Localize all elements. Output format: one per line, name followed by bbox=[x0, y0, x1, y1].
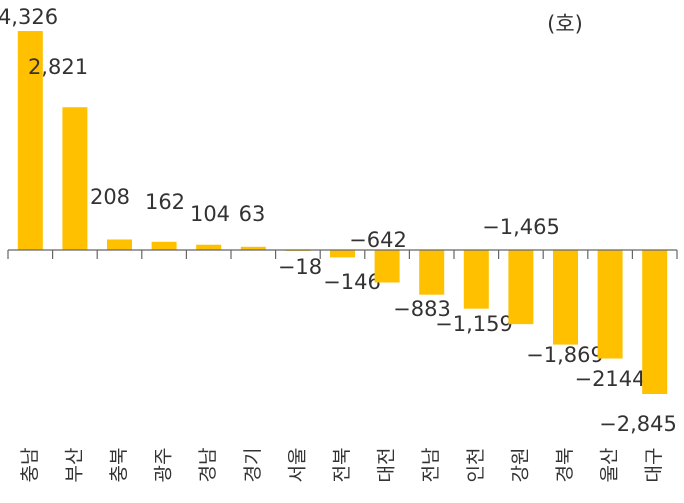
x-tick-label: 대전 bbox=[376, 448, 398, 483]
x-tick-label: 전남 bbox=[420, 448, 442, 483]
value-label: 2,821 bbox=[28, 55, 88, 79]
x-tick-label: 강원 bbox=[509, 448, 531, 483]
x-tick-label: 광주 bbox=[153, 448, 175, 483]
x-tick-label: 충남 bbox=[19, 448, 41, 483]
x-tick-label: 부산 bbox=[63, 448, 85, 483]
value-label: −146 bbox=[323, 270, 381, 294]
value-label: −2144 bbox=[574, 367, 645, 391]
x-tick-label: 경남 bbox=[197, 448, 219, 483]
x-tick-label: 울산 bbox=[599, 448, 621, 483]
value-label: −883 bbox=[393, 297, 451, 321]
bar bbox=[642, 250, 668, 394]
x-tick-label: 경북 bbox=[554, 448, 576, 483]
x-tick-label: 충북 bbox=[108, 448, 130, 483]
value-label: 63 bbox=[239, 202, 266, 226]
bar bbox=[17, 31, 43, 250]
unit-annotation: (호) bbox=[547, 12, 583, 36]
value-label: −2,845 bbox=[599, 412, 677, 436]
value-label: −1,159 bbox=[435, 312, 513, 336]
bar bbox=[419, 250, 445, 295]
bar bbox=[553, 250, 578, 345]
bar bbox=[508, 250, 534, 325]
value-label: 104 bbox=[190, 202, 230, 226]
value-label: −1,869 bbox=[526, 343, 604, 367]
value-label: −1,465 bbox=[482, 215, 560, 239]
x-tick-label: 인천 bbox=[465, 448, 487, 483]
bar bbox=[330, 250, 355, 258]
bar bbox=[463, 250, 489, 309]
value-label: 4,326 bbox=[0, 5, 58, 29]
bar bbox=[107, 239, 132, 250]
value-label: 208 bbox=[90, 185, 130, 209]
bar bbox=[240, 246, 266, 250]
x-tick-label: 서울 bbox=[286, 448, 308, 483]
value-label: 162 bbox=[145, 190, 185, 214]
x-tick-label: 경기 bbox=[242, 448, 264, 483]
x-tick-label: 대구 bbox=[643, 448, 665, 483]
bar bbox=[374, 250, 400, 283]
bar bbox=[62, 107, 88, 251]
bar bbox=[196, 244, 222, 250]
bar bbox=[151, 241, 177, 250]
value-label: −18 bbox=[278, 255, 322, 279]
value-label: −642 bbox=[349, 228, 407, 252]
x-tick-label: 전북 bbox=[331, 448, 353, 483]
bar bbox=[597, 250, 623, 359]
